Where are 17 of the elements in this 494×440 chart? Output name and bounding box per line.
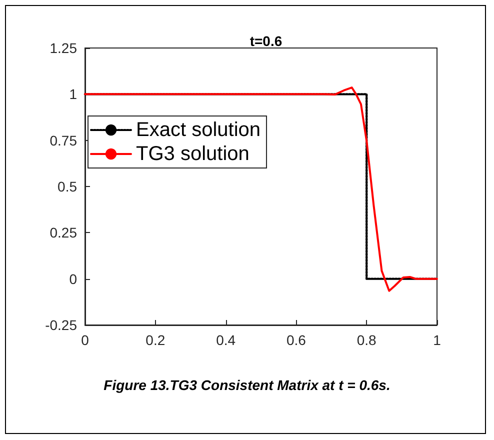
x-tick-label: 1 <box>433 332 442 348</box>
chart-title: t=0.6 <box>250 33 282 49</box>
caption: Figure 13.TG3 Consistent Matrix at t = 0.6s. <box>104 377 390 393</box>
legend-label: TG3 solution <box>136 143 250 165</box>
x-tick-label: 0 <box>81 332 90 348</box>
y-tick-label: 0.5 <box>58 178 78 194</box>
x-tick-label: 0.4 <box>216 332 236 348</box>
legend-label: Exact solution <box>136 119 261 141</box>
y-tick-label: -0.25 <box>45 317 78 333</box>
x-tick-label: 0.2 <box>146 332 166 348</box>
y-tick-label: 1.25 <box>50 40 78 56</box>
y-tick-label: 1 <box>69 86 78 102</box>
y-tick-label: 0 <box>69 270 78 287</box>
x-tick-label: 0.8 <box>356 332 377 348</box>
y-tick-label: 0.25 <box>50 224 78 241</box>
y-tick-label: 0.75 <box>50 132 78 148</box>
x-tick-label: 0.6 <box>286 332 306 348</box>
